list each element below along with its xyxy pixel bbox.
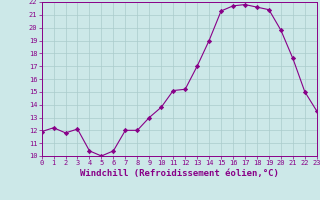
X-axis label: Windchill (Refroidissement éolien,°C): Windchill (Refroidissement éolien,°C) bbox=[80, 169, 279, 178]
